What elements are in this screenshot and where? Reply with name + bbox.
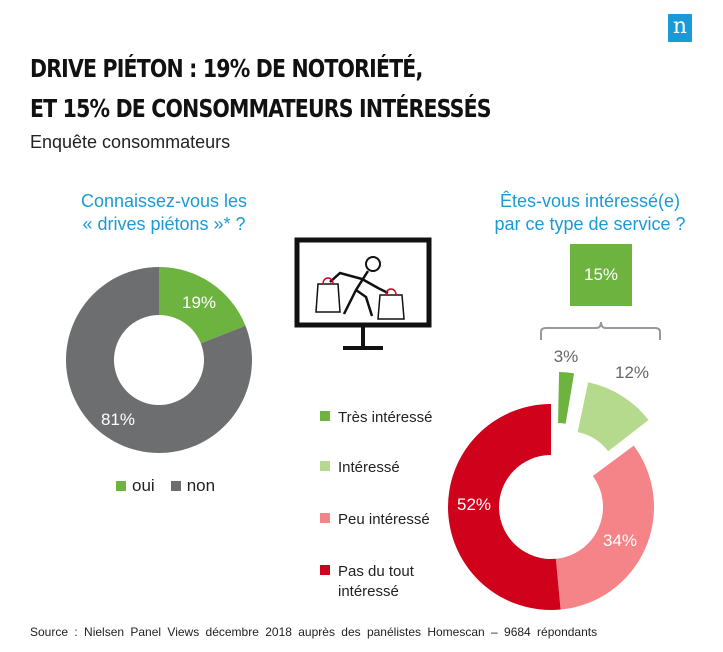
- slice-tres-interesse: [558, 372, 575, 424]
- legend-label-non: non: [186, 476, 216, 495]
- legend-swatch-interesse: [320, 461, 330, 471]
- slice-pas-du-tout-interesse: [447, 404, 561, 611]
- legend-swatch-pas-du-tout-interesse: [320, 565, 330, 575]
- chart1-title: Connaissez-vous les « drives piétons »* …: [64, 190, 264, 236]
- page-title-line-1: DRIVE PIÉTON : 19% DE NOTORIÉTÉ,: [30, 54, 423, 83]
- chart1-title-line-1: Connaissez-vous les: [80, 191, 248, 211]
- chart2-title-line-1: Êtes-vous intéressé(e): [499, 191, 681, 211]
- data-label-peu-interesse: 34%: [603, 531, 637, 550]
- legend-label-oui: oui: [132, 476, 155, 495]
- page-subtitle: Enquête consommateurs: [30, 132, 231, 152]
- legend-label-pas-du-tout-interesse: Pas du tout intéressé: [338, 562, 414, 602]
- slice-oui: [159, 267, 246, 344]
- legend-swatch-oui: [116, 481, 126, 491]
- legend-label-interesse: Intéressé: [338, 459, 400, 476]
- legend-swatch-non: [170, 481, 181, 491]
- chart1-title-line-2: « drives piétons »* ?: [82, 214, 246, 234]
- nielsen-logo: n: [668, 14, 692, 42]
- shopper-with-bags-icon: [294, 237, 432, 350]
- slice-non: [66, 267, 253, 453]
- legend-item-oui: oui: [116, 476, 155, 496]
- slice-peu-interesse: [555, 445, 654, 610]
- data-label-non: 81%: [101, 410, 135, 429]
- chart2-title: Êtes-vous intéressé(e) par ce type de se…: [480, 190, 700, 236]
- legend-label-line-1: Pas du tout: [338, 563, 414, 580]
- source-note: Source : Nielsen Panel Views décembre 20…: [30, 625, 598, 639]
- data-label-oui: 19%: [182, 293, 216, 312]
- chart2-bracket: [540, 321, 661, 340]
- data-label-tres-interesse: 3%: [554, 347, 579, 366]
- legend-item-peu-interesse: Peu intéressé: [320, 510, 430, 530]
- slice-interesse: [577, 382, 649, 452]
- chart2-donut: 3% 12% 34% 52%: [447, 347, 654, 611]
- data-label-pas-du-tout-interesse: 52%: [457, 495, 491, 514]
- legend-swatch-peu-interesse: [320, 513, 330, 523]
- legend-item-interesse: Intéressé: [320, 458, 400, 478]
- legend-label-tres-interesse: Très intéressé: [338, 409, 433, 426]
- chart2-title-line-2: par ce type de service ?: [494, 214, 686, 234]
- interested-total-badge: 15%: [570, 244, 632, 306]
- legend-item-tres-interesse: Très intéressé: [320, 408, 432, 428]
- legend-item-pas-du-tout-interesse: Pas du tout intéressé: [320, 562, 414, 602]
- page-title-line-2: ET 15% DE CONSOMMATEURS INTÉRESSÉS: [30, 94, 492, 123]
- chart1-donut: 19% 81%: [66, 267, 253, 453]
- legend-label-line-2: intéressé: [338, 583, 399, 600]
- data-label-interesse: 12%: [615, 363, 649, 382]
- legend-item-non: non: [170, 476, 216, 496]
- legend-swatch-tres-interesse: [320, 411, 330, 421]
- chart1-legend: oui non: [116, 476, 215, 496]
- legend-label-peu-interesse: Peu intéressé: [338, 511, 430, 528]
